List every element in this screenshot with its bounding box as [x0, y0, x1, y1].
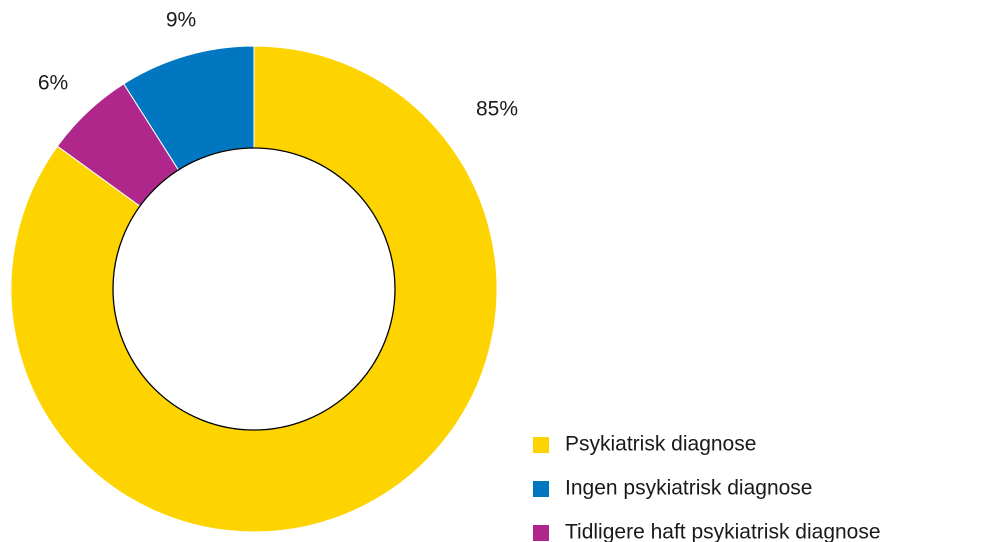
legend-swatch [533, 437, 549, 453]
data-label: 85% [476, 98, 518, 121]
data-label: 9% [166, 9, 196, 32]
legend-label: Psykiatrisk diagnose [565, 433, 756, 456]
legend-swatch [533, 525, 549, 541]
donut-hole [112, 147, 396, 431]
data-label: 6% [38, 72, 68, 95]
legend-label: Ingen psykiatrisk diagnose [565, 477, 812, 500]
legend-label: Tidligere haft psykiatrisk diagnose [565, 521, 881, 542]
legend-swatch [533, 481, 549, 497]
